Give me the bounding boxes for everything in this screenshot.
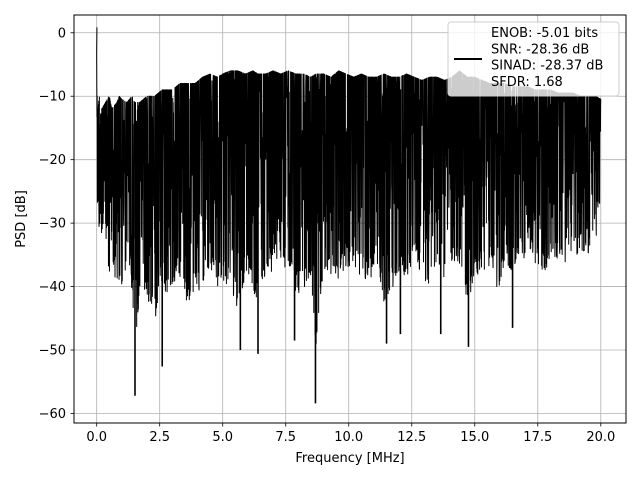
psd-series-line (96, 27, 602, 344)
x-axis-label: Frequency [MHz] (295, 451, 404, 466)
y-tick-label: −30 (39, 217, 66, 232)
x-tick-label: 12.5 (397, 430, 426, 445)
x-tick-label: 7.5 (275, 430, 296, 445)
x-tick-label: 2.5 (149, 430, 170, 445)
legend-entry: ENOB: -5.01 bits SNR: -28.36 dB SINAD: -28… (491, 26, 603, 90)
legend: ENOB: -5.01 bits SNR: -28.36 dB SINAD: -28… (447, 21, 620, 97)
legend-box (447, 21, 620, 97)
x-tick-label: 20.0 (586, 430, 615, 445)
y-tick-label: −50 (39, 344, 66, 359)
x-tick-label: 10.0 (334, 430, 363, 445)
y-tick-label: −20 (39, 153, 66, 168)
y-tick-label: −10 (39, 90, 66, 105)
y-tick-label: 0 (58, 26, 66, 41)
y-tick-label: −60 (39, 407, 66, 422)
x-tick-label: 0.0 (86, 430, 107, 445)
x-tick-label: 15.0 (460, 430, 489, 445)
y-axis-label: PSD [dB] (14, 190, 29, 248)
x-axis-ticks: 0.0 2.5 5.0 7.5 10.0 12.5 15.0 17.5 20.0 (86, 423, 615, 445)
y-tick-label: −40 (39, 280, 66, 295)
x-tick-label: 5.0 (212, 430, 233, 445)
axes-frame (73, 14, 627, 424)
y-axis-ticks: 0 −10 −20 −30 −40 −50 −60 (39, 26, 74, 422)
plot-area (96, 27, 602, 404)
x-tick-label: 17.5 (523, 430, 552, 445)
